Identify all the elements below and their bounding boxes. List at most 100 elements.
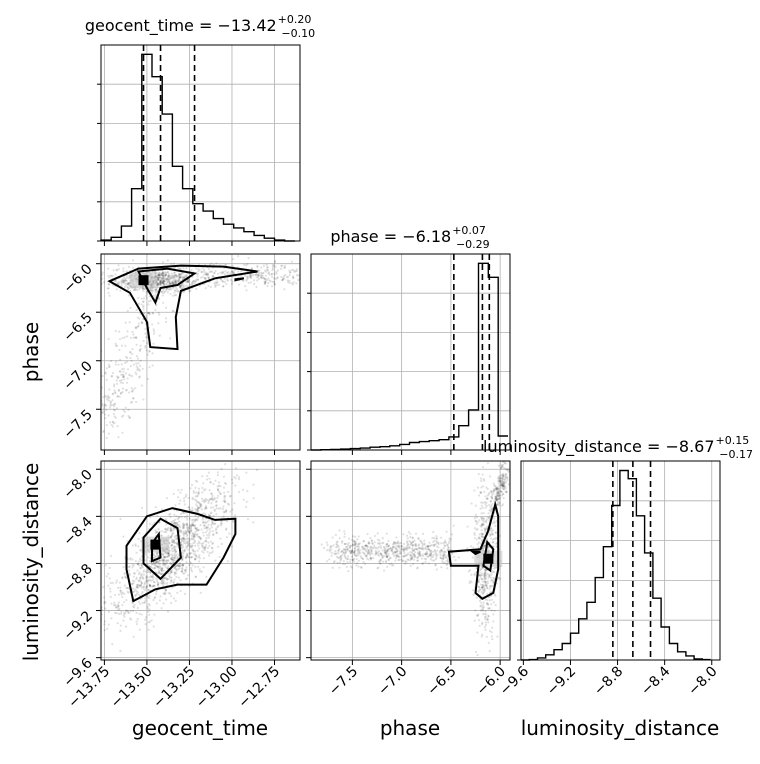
sample-point xyxy=(126,587,130,590)
sample-point xyxy=(203,269,206,272)
sample-point xyxy=(187,279,190,282)
sample-point xyxy=(283,266,286,269)
sample-point xyxy=(362,547,366,550)
sample-point xyxy=(225,264,228,267)
sample-point xyxy=(194,539,197,543)
sample-point xyxy=(108,396,111,399)
sample-point xyxy=(494,604,497,607)
sample-point xyxy=(373,534,377,538)
sample-point xyxy=(481,577,484,581)
sample-point xyxy=(484,628,487,631)
sample-point xyxy=(146,581,149,584)
sample-point xyxy=(225,271,229,274)
sample-point xyxy=(122,566,125,569)
sample-point xyxy=(500,484,503,487)
sample-point xyxy=(168,276,171,279)
sample-point xyxy=(497,482,500,485)
sample-point xyxy=(177,278,180,282)
sample-point xyxy=(480,622,484,626)
sample-point xyxy=(255,276,258,279)
sample-point xyxy=(168,281,172,284)
sample-point xyxy=(202,551,205,554)
sample-point xyxy=(273,281,276,284)
sample-point xyxy=(175,564,178,567)
sample-point xyxy=(210,523,213,527)
sample-point xyxy=(155,288,158,291)
sample-point xyxy=(371,542,374,545)
sample-point xyxy=(124,571,127,574)
sample-point xyxy=(175,274,178,278)
sample-point xyxy=(204,546,207,549)
sample-point xyxy=(483,501,486,504)
sample-point xyxy=(186,574,190,577)
sample-point xyxy=(197,501,200,504)
sample-point xyxy=(497,475,500,478)
sample-point xyxy=(490,598,493,601)
sample-point xyxy=(133,603,136,607)
sample-point xyxy=(386,555,389,558)
sample-point xyxy=(182,511,185,515)
sample-point xyxy=(264,281,267,284)
sample-point xyxy=(220,278,223,281)
sample-point xyxy=(357,553,360,557)
sample-point xyxy=(159,282,162,285)
sample-point xyxy=(101,374,104,378)
sample-point xyxy=(188,563,191,567)
sample-point xyxy=(494,498,497,501)
sample-point xyxy=(196,526,199,530)
sample-point xyxy=(480,608,483,611)
sample-point xyxy=(166,562,169,565)
sample-point xyxy=(205,527,208,530)
sample-point xyxy=(129,356,132,359)
sample-point xyxy=(264,280,267,283)
sample-point xyxy=(137,560,140,563)
sample-point xyxy=(148,589,151,592)
sample-point xyxy=(165,578,169,581)
sample-point xyxy=(215,283,218,287)
sample-point xyxy=(218,490,221,494)
sample-point xyxy=(186,552,189,555)
sample-point xyxy=(353,550,356,554)
sample-point xyxy=(476,631,479,634)
sample-point xyxy=(250,274,253,278)
sample-point xyxy=(233,502,236,505)
sample-point xyxy=(170,558,174,561)
sample-point xyxy=(141,575,144,578)
sample-point xyxy=(168,554,171,557)
sample-point xyxy=(374,546,378,549)
sample-point xyxy=(484,569,487,573)
sample-point xyxy=(481,583,484,587)
sample-point xyxy=(344,552,347,555)
sample-point xyxy=(287,275,290,279)
sample-point xyxy=(501,480,504,483)
sample-point xyxy=(436,553,439,556)
sample-point xyxy=(208,534,211,537)
sample-point xyxy=(353,544,357,547)
sample-point xyxy=(148,620,151,623)
sample-point xyxy=(121,387,125,390)
sample-point xyxy=(166,527,169,531)
sample-point xyxy=(161,557,164,561)
sample-point xyxy=(152,561,155,564)
sample-point xyxy=(140,582,143,585)
sample-point xyxy=(379,552,382,555)
sample-point xyxy=(360,566,363,569)
sample-point xyxy=(392,551,395,554)
sample-point xyxy=(394,551,397,554)
sample-point xyxy=(272,263,275,267)
sample-point xyxy=(402,555,405,558)
sample-point xyxy=(435,535,438,538)
sample-point xyxy=(282,277,285,280)
sample-point xyxy=(155,290,158,293)
sample-point xyxy=(403,552,406,555)
sample-point xyxy=(119,624,122,627)
sample-point xyxy=(490,529,493,532)
sample-point xyxy=(146,563,149,566)
sample-point xyxy=(397,545,400,548)
sample-point xyxy=(497,497,501,501)
sample-point xyxy=(147,300,151,303)
sample-point xyxy=(504,486,507,490)
sample-point xyxy=(500,476,503,480)
sample-point xyxy=(198,501,201,505)
sample-point xyxy=(367,550,370,553)
